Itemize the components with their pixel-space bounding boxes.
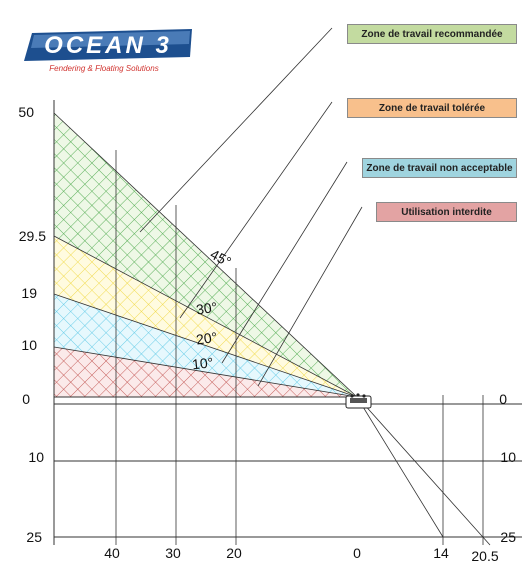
left-label-50: 50 [18,104,34,120]
bottom-label-40: 40 [104,545,120,561]
bottom-label-0: 0 [353,545,361,561]
angle-label-10: 10° [191,354,214,372]
legend-pointer-lines [139,27,363,387]
logo-tagline: Fendering & Floating Solutions [49,64,158,73]
bottom-axis-labels: 40 30 20 0 14 20.5 [104,545,499,564]
right-label-25: 25 [500,529,516,545]
right-label-0: 0 [499,391,507,407]
bottom-label-30: 30 [165,545,181,561]
left-label-19: 19 [21,285,37,301]
left-label-29-5: 29.5 [19,228,46,244]
legend-recommended-label: Zone de travail recommandée [361,28,503,40]
angle-lines [53,112,358,398]
right-label-10: 10 [500,449,516,465]
legend-unacceptable-zone: Zone de travail non acceptable [362,158,517,178]
vessel-icon [345,393,372,409]
angle-label-30: 30° [195,299,218,318]
angle-label-20: 20° [195,329,218,348]
left-axis-labels: 50 29.5 19 10 0 10 25 [18,104,46,545]
left-label-0: 0 [22,391,30,407]
left-label-25: 25 [26,529,42,545]
lower-fan-lines [359,401,491,546]
bottom-label-20: 20 [226,545,242,561]
legend-forbidden-zone: Utilisation interdite [376,202,517,222]
bottom-label-20-5: 20.5 [471,548,498,564]
vertical-guides [115,150,484,545]
logo-badge-highlight [31,31,190,48]
legend-recommended-zone: Zone de travail recommandée [347,24,517,44]
legend-unacceptable-label: Zone de travail non acceptable [366,162,513,174]
left-label-10-top: 10 [21,337,37,353]
legend-tolerated-zone: Zone de travail tolérée [347,98,517,118]
left-label-10-bottom: 10 [28,449,44,465]
logo-name: OCEAN 3 [44,32,172,59]
ocean3-logo: OCEAN 3 Fendering & Floating Solutions [24,29,192,73]
legend-tolerated-label: Zone de travail tolérée [378,102,486,114]
legend-forbidden-label: Utilisation interdite [401,206,492,218]
right-axis-labels: 0 10 25 [499,391,516,545]
bottom-label-14: 14 [433,545,449,561]
